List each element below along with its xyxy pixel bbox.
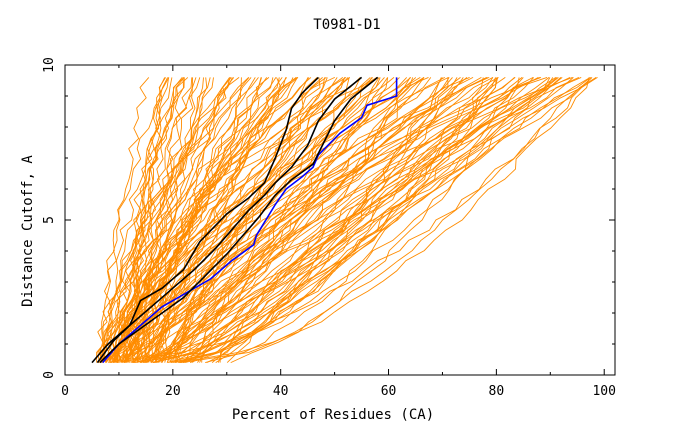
background-model-line xyxy=(121,76,542,363)
background-model-line xyxy=(112,77,208,363)
background-model-line xyxy=(124,77,197,363)
background-model-line xyxy=(211,77,554,363)
x-tick-label: 20 xyxy=(165,384,181,399)
background-model-line xyxy=(178,77,590,364)
background-model-line xyxy=(107,76,490,363)
series-line xyxy=(99,76,379,364)
background-model-line xyxy=(124,76,474,363)
background-model-line xyxy=(127,77,274,363)
background-model-line xyxy=(97,77,150,363)
background-model-line xyxy=(101,77,235,363)
background-model-line xyxy=(192,76,582,363)
series-line xyxy=(102,77,398,364)
background-model-line xyxy=(144,77,535,364)
series-line xyxy=(96,76,319,364)
background-model-line xyxy=(180,77,551,364)
background-model-line xyxy=(114,77,173,363)
background-model-line xyxy=(99,77,598,364)
background-model-line xyxy=(217,76,534,363)
background-model-line xyxy=(205,77,497,364)
background-model-line xyxy=(151,77,262,363)
background-model-line xyxy=(137,77,499,363)
x-tick-label: 100 xyxy=(592,384,615,399)
background-model-line xyxy=(96,76,429,363)
x-tick-label: 0 xyxy=(61,384,69,399)
y-tick-label: 0 xyxy=(42,371,57,379)
background-model-line xyxy=(125,77,298,363)
background-model-line xyxy=(110,77,557,364)
background-model-line xyxy=(121,77,297,363)
background-model-line xyxy=(201,76,580,363)
y-tick-label: 5 xyxy=(42,216,57,224)
background-model-line xyxy=(160,77,494,363)
background-model-line xyxy=(153,77,562,364)
highlighted-series xyxy=(91,76,398,364)
y-axis-label: Distance Cutoff, A xyxy=(20,155,36,307)
background-model-line xyxy=(151,77,515,363)
x-tick-label: 80 xyxy=(489,384,505,399)
chart-title: T0981-D1 xyxy=(313,17,380,33)
background-model-line xyxy=(113,76,449,363)
background-model-line xyxy=(137,77,558,363)
background-model-line xyxy=(226,77,597,363)
background-model-line xyxy=(133,77,378,363)
x-tick-label: 60 xyxy=(381,384,397,399)
background-model-line xyxy=(118,77,298,363)
background-model-line xyxy=(145,77,499,363)
background-model-line xyxy=(101,77,230,363)
x-tick-label: 40 xyxy=(273,384,289,399)
background-model-line xyxy=(169,77,516,363)
background-model-line xyxy=(103,77,166,363)
background-model-line xyxy=(100,77,169,363)
background-model-line xyxy=(116,77,593,364)
background-model-line xyxy=(99,77,591,364)
background-model-line xyxy=(136,76,573,363)
background-model-line xyxy=(111,77,166,363)
x-axis-label: Percent of Residues (CA) xyxy=(232,407,434,423)
background-model-line xyxy=(130,76,470,363)
series-line xyxy=(91,76,363,364)
background-model-line xyxy=(140,77,263,363)
background-model-line xyxy=(151,77,425,363)
background-model-line xyxy=(100,77,259,363)
background-model-line xyxy=(139,77,574,364)
background-model-line xyxy=(219,77,559,363)
background-model-line xyxy=(116,77,373,363)
background-model-line xyxy=(170,77,499,364)
background-model-line xyxy=(177,76,541,363)
background-model-line xyxy=(180,77,563,364)
axis-ticks: 0 20 40 60 80 100 0 5 10 xyxy=(42,57,616,399)
background-model-line xyxy=(116,77,395,363)
background-model-line xyxy=(230,77,593,364)
background-model-line xyxy=(155,77,524,364)
background-model-line xyxy=(157,77,309,363)
background-model-line xyxy=(109,77,240,363)
background-model-line xyxy=(109,77,484,364)
y-tick-label: 10 xyxy=(42,57,57,73)
background-model-line xyxy=(182,77,520,364)
background-model-line xyxy=(150,76,571,363)
background-model-line xyxy=(215,77,591,363)
